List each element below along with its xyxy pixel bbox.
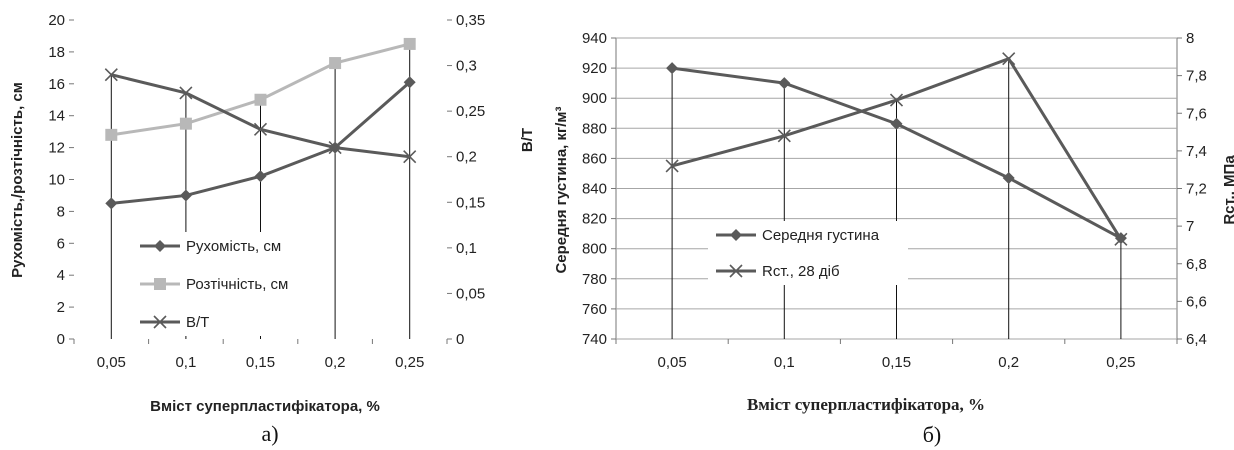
- chart-a-xlabel: Вміст суперпластифікатора, %: [150, 398, 380, 415]
- y2-tick-label: 7,2: [1186, 181, 1207, 198]
- x-tick-label: 0,2: [998, 354, 1019, 371]
- data-point-2: [403, 37, 416, 50]
- data-point-2: [105, 128, 118, 141]
- y-tick-label: 8: [57, 203, 65, 220]
- legend-swatch-marker: [730, 229, 742, 241]
- y2-tick-label: 0,3: [456, 58, 477, 75]
- y-tick-label: 20: [48, 12, 65, 29]
- y-tick-label: 18: [48, 44, 65, 61]
- y2-tick-label: 0,35: [456, 12, 485, 29]
- y-tick-label: 940: [582, 30, 607, 47]
- data-point-3: [328, 141, 342, 155]
- chart-a: 0 2 4 6 8 10 12 14 16 18 20 0 0,05 0,1 0,15 0,2 0,25 0,3 0…: [48, 12, 485, 371]
- x-tick-label: 0,15: [882, 354, 911, 371]
- y2-tick-label: 6,4: [1186, 331, 1207, 348]
- y-tick-label: 740: [582, 331, 607, 348]
- chart-b-xlabel: Вміст суперпластифікатора, %: [747, 395, 985, 414]
- y-tick-label: 800: [582, 241, 607, 258]
- data-point-1: [403, 76, 416, 89]
- data-point-1: [179, 189, 192, 202]
- y2-tick-label: 0,05: [456, 285, 485, 302]
- x-tick-label: 0,2: [325, 354, 346, 371]
- y-tick-label: 6: [57, 235, 65, 252]
- chart-a-caption: а): [261, 421, 278, 446]
- legend-swatch-marker: [154, 240, 166, 252]
- y-tick-label: 880: [582, 120, 607, 137]
- data-point-1: [105, 197, 118, 210]
- y2-tick-label: 8: [1186, 30, 1194, 47]
- chart-b-y2label: Rст., МПа: [1221, 155, 1234, 225]
- data-point-2: [889, 93, 904, 107]
- data-point-2: [254, 93, 267, 106]
- data-point-2: [1002, 52, 1016, 66]
- x-tick-label: 0,25: [1106, 354, 1135, 371]
- legend-box: [708, 221, 908, 285]
- y-tick-label: 860: [582, 150, 607, 167]
- data-point-1: [666, 62, 679, 75]
- legend-item-label: Розтічність, см: [186, 276, 288, 293]
- legend-swatch-marker: [154, 278, 166, 290]
- y-tick-label: 840: [582, 181, 607, 198]
- legend-item-label: Середня густина: [762, 227, 880, 244]
- data-point-3: [179, 86, 193, 100]
- data-point-1: [890, 117, 903, 130]
- y2-tick-label: 7,8: [1186, 68, 1207, 85]
- y-tick-label: 920: [582, 60, 607, 77]
- chart-a-y2label: В/Т: [519, 128, 536, 152]
- y-tick-label: 0: [57, 331, 65, 348]
- chart-b: 740 760 780 800 820 840 860 880 900 920 940 6,4 6,6 6…: [582, 30, 1207, 371]
- data-point-2: [777, 129, 791, 143]
- legend-swatch-marker: [729, 264, 743, 278]
- y2-tick-label: 0,15: [456, 194, 485, 211]
- y2-tick-label: 6,8: [1186, 256, 1207, 273]
- legend-swatch-marker: [153, 315, 167, 329]
- x-tick-label: 0,1: [774, 354, 795, 371]
- chart-a-ylabel: Рухомість,/розтічність, см: [9, 82, 26, 278]
- chart-b-ylabel: Середня густина, кг/м³: [553, 106, 570, 273]
- x-tick-label: 0,05: [657, 354, 686, 371]
- data-point-2: [179, 117, 192, 130]
- y2-tick-label: 0,1: [456, 240, 477, 257]
- y2-tick-label: 7,4: [1186, 143, 1207, 160]
- y-tick-label: 4: [57, 267, 65, 284]
- data-point-2: [329, 57, 342, 70]
- y2-tick-label: 0,2: [456, 149, 477, 166]
- legend-item-label: Rст., 28 діб: [762, 263, 840, 280]
- y2-tick-label: 7: [1186, 218, 1194, 235]
- y-tick-label: 12: [48, 140, 65, 157]
- x-tick-label: 0,05: [97, 354, 126, 371]
- data-point-1: [1002, 171, 1015, 184]
- y-tick-label: 820: [582, 211, 607, 228]
- y-tick-label: 780: [582, 271, 607, 288]
- legend-item-label: В/Т: [186, 314, 209, 331]
- x-tick-label: 0,1: [175, 354, 196, 371]
- data-point-2: [1114, 232, 1128, 246]
- y-tick-label: 10: [48, 172, 65, 189]
- data-point-3: [104, 68, 118, 82]
- y2-tick-label: 6,6: [1186, 293, 1207, 310]
- y2-tick-label: 0: [456, 331, 464, 348]
- legend-item-label: Рухомість, см: [186, 238, 281, 255]
- y2-tick-label: 0,25: [456, 103, 485, 120]
- data-point-2: [665, 159, 679, 173]
- data-point-1: [254, 170, 267, 183]
- y-tick-label: 760: [582, 301, 607, 318]
- y-tick-label: 2: [57, 299, 65, 316]
- data-point-1: [778, 77, 791, 90]
- y2-tick-label: 7,6: [1186, 105, 1207, 122]
- x-tick-label: 0,25: [395, 354, 424, 371]
- y-tick-label: 900: [582, 90, 607, 107]
- chart-b-caption: б): [923, 422, 942, 447]
- y-tick-label: 14: [48, 108, 65, 125]
- data-point-3: [403, 150, 417, 164]
- y-tick-label: 16: [48, 76, 65, 93]
- x-tick-label: 0,15: [246, 354, 275, 371]
- data-point-3: [253, 122, 268, 136]
